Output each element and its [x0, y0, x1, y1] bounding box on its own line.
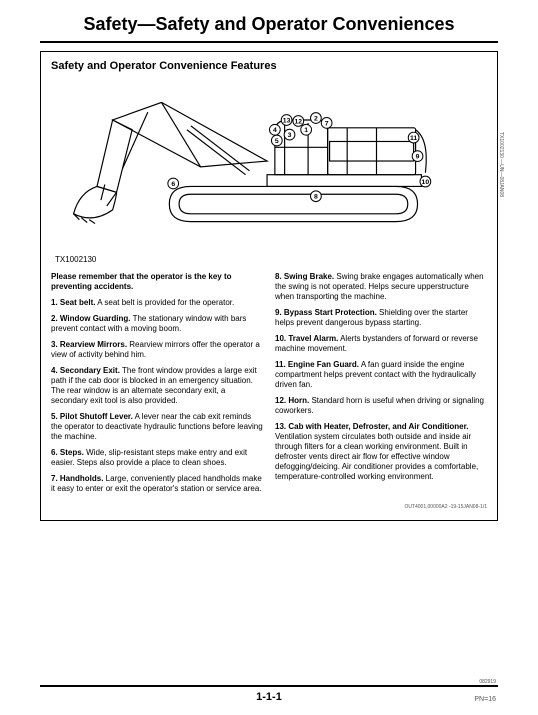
column-right: 8. Swing Brake. Swing brake engages auto… — [275, 272, 487, 500]
section-heading: Safety and Operator Convenience Features — [51, 60, 487, 72]
page-number: 1-1-1 — [0, 691, 538, 703]
svg-text:4: 4 — [273, 127, 277, 134]
feature-columns: Please remember that the operator is the… — [51, 272, 487, 500]
feature-item: 6. Steps. Wide, slip-resistant steps mak… — [51, 448, 263, 468]
feature-item: 10. Travel Alarm. Alerts bystanders of f… — [275, 334, 487, 354]
column-left: Please remember that the operator is the… — [51, 272, 263, 500]
feature-item: 3. Rearview Mirrors. Rearview mirrors of… — [51, 340, 263, 360]
svg-text:9: 9 — [416, 154, 420, 161]
feature-item: 5. Pilot Shutoff Lever. A lever near the… — [51, 412, 263, 442]
svg-text:3: 3 — [288, 132, 292, 139]
figure-reference: TX1002130 — [55, 255, 487, 264]
svg-text:5: 5 — [275, 138, 279, 145]
svg-text:1: 1 — [304, 127, 308, 134]
svg-text:6: 6 — [171, 181, 175, 188]
feature-item: 12. Horn. Standard horn is useful when d… — [275, 396, 487, 416]
doc-reference: OUT4001,00000A2 -19-15JAN08-1/1 — [51, 504, 487, 510]
svg-text:8: 8 — [314, 194, 318, 201]
feature-item: 7. Handholds. Large, conveniently placed… — [51, 474, 263, 494]
feature-item: 8. Swing Brake. Swing brake engages auto… — [275, 272, 487, 302]
svg-text:11: 11 — [410, 135, 417, 142]
feature-item: 13. Cab with Heater, Defroster, and Air … — [275, 422, 487, 482]
content-box: Safety and Operator Convenience Features… — [40, 51, 498, 521]
feature-item: 2. Window Guarding. The stationary windo… — [51, 314, 263, 334]
svg-text:2: 2 — [314, 115, 318, 122]
svg-text:13: 13 — [283, 117, 291, 124]
feature-item: 11. Engine Fan Guard. A fan guard inside… — [275, 360, 487, 390]
feature-item: 9. Bypass Start Protection. Shielding ov… — [275, 308, 487, 328]
intro-text: Please remember that the operator is the… — [51, 272, 263, 292]
feature-item: 1. Seat belt. A seat belt is provided fo… — [51, 298, 263, 308]
title-rule — [40, 41, 498, 43]
svg-text:10: 10 — [422, 179, 430, 186]
excavator-diagram: 12345678910111213 — [51, 78, 487, 251]
svg-text:12: 12 — [295, 118, 303, 125]
feature-item: 4. Secondary Exit. The front window prov… — [51, 366, 263, 406]
footer-rule — [40, 685, 498, 687]
svg-text:7: 7 — [325, 120, 329, 127]
page-title: Safety—Safety and Operator Conveniences — [0, 0, 538, 41]
footer-right-2: PN=16 — [474, 696, 496, 703]
side-annotation: TX1002130 —UN—08JAN08 — [498, 132, 504, 197]
